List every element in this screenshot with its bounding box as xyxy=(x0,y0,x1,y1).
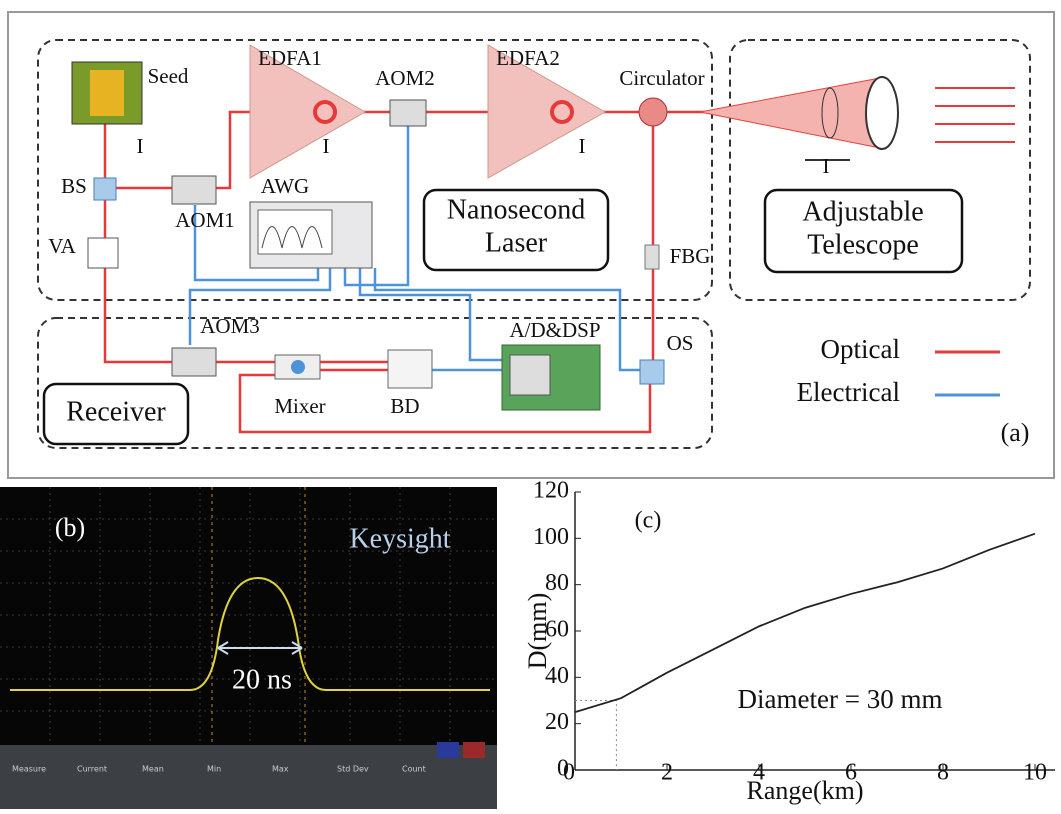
measure-header: Mean xyxy=(142,765,164,774)
component-label: EDFA1 xyxy=(258,46,322,70)
measure-bar xyxy=(0,745,497,809)
measure-header: Current xyxy=(77,765,107,774)
component-label: FBG xyxy=(670,244,711,268)
component-label: AOM1 xyxy=(175,208,235,232)
measure-header: Std Dev xyxy=(337,765,369,774)
variable-attenuator xyxy=(88,238,118,268)
optical-switch xyxy=(640,360,664,384)
component-label: AOM3 xyxy=(200,314,260,338)
component-label: Mixer xyxy=(274,394,325,418)
legend-label: Electrical xyxy=(797,377,900,407)
measure-header: Min xyxy=(207,765,221,774)
fbg xyxy=(645,245,659,269)
circulator xyxy=(639,98,667,126)
aom1 xyxy=(172,176,216,204)
component-label: I xyxy=(323,134,330,158)
panel-label: (b) xyxy=(55,513,85,542)
awg-screen xyxy=(258,210,332,254)
y-tick-label: 80 xyxy=(545,570,569,596)
group-label: Adjustable xyxy=(802,196,923,227)
beam-splitter xyxy=(94,178,116,200)
legend-label: Optical xyxy=(821,334,900,364)
x-tick-label: 10 xyxy=(1023,760,1047,786)
width-label: 20 ns xyxy=(232,664,292,695)
group-label: Nanosecond xyxy=(447,194,585,225)
component-label: BD xyxy=(390,394,419,418)
x-tick-label: 0 xyxy=(563,760,575,786)
measure-header: Count xyxy=(402,765,426,774)
page: 0204060801001200246810Range(km)D(mm)(c)D… xyxy=(0,0,1061,814)
y-axis-label: D(mm) xyxy=(523,593,552,670)
telescope-lens xyxy=(866,77,898,149)
x-tick-label: 2 xyxy=(661,760,673,786)
component-label: Seed xyxy=(148,64,189,88)
scope-button xyxy=(463,742,485,758)
component-label: VA xyxy=(48,234,76,258)
aom2 xyxy=(390,100,426,126)
component-label: I xyxy=(823,154,830,178)
figure: 0204060801001200246810Range(km)D(mm)(c)D… xyxy=(0,0,1061,809)
y-tick-label: 120 xyxy=(533,478,569,504)
scope-button xyxy=(437,742,459,758)
seed-chip xyxy=(90,70,124,116)
component-label: BS xyxy=(61,174,87,198)
component-label: AOM2 xyxy=(375,66,435,90)
group-label: Laser xyxy=(485,227,548,258)
panel-label: (a) xyxy=(1001,418,1030,447)
board-chip xyxy=(510,355,550,395)
y-tick-label: 100 xyxy=(533,524,569,550)
measure-header: Measure xyxy=(12,765,46,774)
x-tick-label: 8 xyxy=(937,760,949,786)
annotation: Diameter = 30 mm xyxy=(738,684,943,714)
component-label: EDFA2 xyxy=(496,46,560,70)
panel-label: (c) xyxy=(635,508,662,534)
brand-label: Keysight xyxy=(349,523,450,554)
x-axis-label: Range(km) xyxy=(747,776,864,805)
group-label: Telescope xyxy=(807,229,919,260)
component-label: AWG xyxy=(261,174,309,198)
component-label: A/D&DSP xyxy=(509,318,600,342)
y-tick-label: 20 xyxy=(545,709,569,735)
balanced-detector xyxy=(388,350,432,388)
component-label: OS xyxy=(667,331,694,355)
measure-header: Max xyxy=(272,765,289,774)
component-label: I xyxy=(137,134,144,158)
component-label: Circulator xyxy=(619,66,704,90)
aom3 xyxy=(172,348,216,376)
component-label: I xyxy=(579,134,586,158)
group-label: Receiver xyxy=(66,396,166,427)
mixer-core xyxy=(291,360,305,374)
